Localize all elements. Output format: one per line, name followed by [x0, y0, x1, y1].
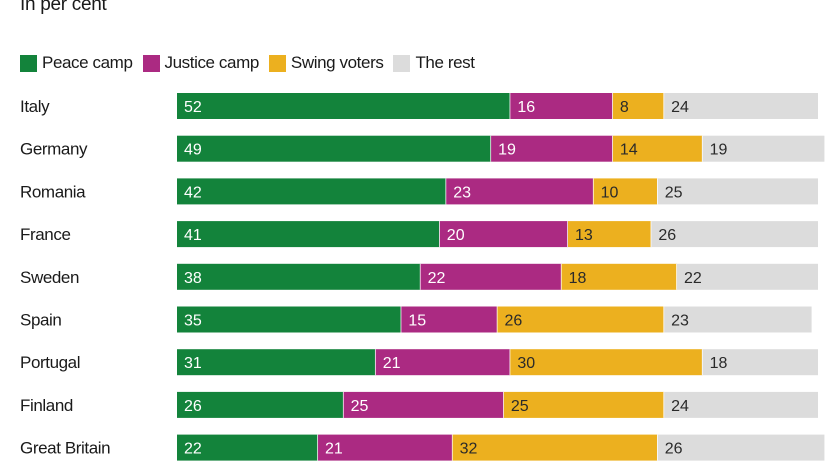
bar-segment-great-britain-swing-voters	[452, 434, 658, 461]
data-label-sweden-peace-camp: 38	[184, 270, 202, 287]
category-label-sweden: Sweden	[20, 268, 79, 287]
data-label-spain-peace-camp: 35	[184, 313, 202, 330]
chart-subtitle: In per cent	[20, 0, 107, 15]
bar-segment-spain-the-rest	[664, 306, 812, 333]
legend: Peace camp Justice camp Swing voters The…	[20, 52, 485, 74]
bar-segment-france-justice-camp	[439, 221, 569, 248]
data-label-france-justice-camp: 20	[447, 227, 465, 244]
bar-segment-germany-peace-camp	[177, 135, 492, 162]
legend-item-peace-camp: Peace camp	[20, 53, 133, 73]
data-label-portugal-peace-camp: 31	[184, 355, 202, 372]
legend-label-the-rest: The rest	[415, 53, 475, 72]
legend-swatch-the-rest	[393, 54, 411, 72]
category-label-portugal: Portugal	[20, 353, 80, 372]
data-label-great-britain-justice-camp: 21	[325, 441, 343, 458]
category-label-great-britain: Great Britain	[20, 439, 110, 458]
data-label-germany-swing-voters: 14	[620, 142, 638, 159]
bar-segment-finland-swing-voters	[503, 391, 665, 418]
bar-segment-finland-peace-camp	[177, 391, 344, 418]
bar-segment-portugal-swing-voters	[510, 349, 703, 376]
legend-item-the-rest: The rest	[393, 53, 475, 73]
bar-segment-finland-justice-camp	[343, 391, 504, 418]
category-label-spain: Spain	[20, 311, 61, 330]
legend-item-swing-voters: Swing voters	[268, 53, 384, 73]
legend-label-swing-voters: Swing voters	[290, 53, 384, 72]
bar-segment-great-britain-justice-camp	[318, 434, 453, 461]
legend-swatch-justice-camp	[142, 54, 160, 72]
bar-segment-sweden-the-rest	[676, 263, 818, 290]
data-label-spain-the-rest: 23	[671, 313, 689, 330]
data-label-italy-peace-camp: 52	[184, 99, 202, 116]
data-label-great-britain-swing-voters: 32	[460, 441, 478, 458]
data-label-germany-justice-camp: 19	[498, 142, 516, 159]
bar-segment-sweden-swing-voters	[561, 263, 677, 290]
bar-segment-germany-the-rest	[702, 135, 825, 162]
data-label-sweden-swing-voters: 18	[569, 270, 587, 287]
data-label-finland-swing-voters: 25	[511, 398, 529, 415]
data-label-italy-justice-camp: 16	[517, 99, 535, 116]
bar-segment-germany-justice-camp	[491, 135, 613, 162]
category-label-germany: Germany	[20, 140, 88, 159]
data-label-sweden-the-rest: 22	[684, 270, 702, 287]
data-label-portugal-swing-voters: 30	[517, 355, 535, 372]
bar-segment-italy-justice-camp	[510, 93, 613, 119]
data-label-france-peace-camp: 41	[184, 227, 202, 244]
data-label-sweden-justice-camp: 22	[428, 270, 446, 287]
bar-segment-sweden-peace-camp	[177, 263, 421, 290]
data-label-finland-the-rest: 24	[671, 398, 689, 415]
data-label-great-britain-the-rest: 26	[665, 441, 683, 458]
data-label-spain-justice-camp: 15	[408, 313, 426, 330]
data-label-romania-swing-voters: 10	[601, 184, 619, 201]
bar-segment-italy-swing-voters	[612, 93, 665, 119]
bar-segment-italy-peace-camp	[177, 93, 511, 119]
bar-segment-finland-the-rest	[664, 391, 818, 418]
bar-segment-great-britain-peace-camp	[177, 434, 319, 461]
data-label-finland-justice-camp: 25	[351, 398, 369, 415]
bar-segment-portugal-peace-camp	[177, 349, 376, 376]
legend-label-justice-camp: Justice camp	[164, 53, 260, 72]
category-label-romania: Romania	[20, 182, 86, 201]
data-label-finland-peace-camp: 26	[184, 398, 202, 415]
category-label-finland: Finland	[20, 396, 73, 415]
bar-segment-great-britain-the-rest	[657, 434, 825, 461]
data-label-portugal-justice-camp: 21	[383, 355, 401, 372]
data-label-france-swing-voters: 13	[575, 227, 593, 244]
bar-segment-france-the-rest	[651, 221, 818, 248]
data-label-portugal-the-rest: 18	[710, 355, 728, 372]
category-label-france: France	[20, 225, 71, 244]
bar-segment-romania-the-rest	[657, 178, 818, 205]
data-label-france-the-rest: 26	[658, 227, 676, 244]
bar-segment-romania-justice-camp	[446, 178, 594, 205]
bar-segment-italy-the-rest	[664, 93, 818, 119]
bar-segment-portugal-the-rest	[702, 349, 818, 376]
data-label-germany-peace-camp: 49	[184, 142, 202, 159]
legend-swatch-swing-voters	[268, 54, 286, 72]
bar-segment-france-swing-voters	[568, 221, 652, 248]
data-label-spain-swing-voters: 26	[505, 313, 523, 330]
bar-segment-spain-swing-voters	[497, 306, 665, 333]
data-label-romania-justice-camp: 23	[453, 184, 471, 201]
data-label-germany-the-rest: 19	[710, 142, 728, 159]
bar-segment-france-peace-camp	[177, 221, 440, 248]
bar-segment-romania-peace-camp	[177, 178, 447, 205]
data-label-romania-the-rest: 25	[665, 184, 683, 201]
bar-segment-sweden-justice-camp	[420, 263, 562, 290]
data-label-great-britain-peace-camp: 22	[184, 441, 202, 458]
legend-label-peace-camp: Peace camp	[42, 53, 133, 72]
bar-segment-germany-swing-voters	[612, 135, 703, 162]
bar-segment-spain-peace-camp	[177, 306, 402, 333]
bar-segment-romania-swing-voters	[593, 178, 658, 205]
data-label-italy-the-rest: 24	[671, 99, 689, 116]
data-label-romania-peace-camp: 42	[184, 184, 202, 201]
legend-swatch-peace-camp	[20, 54, 37, 72]
data-label-italy-swing-voters: 8	[620, 99, 629, 116]
legend-item-justice-camp: Justice camp	[142, 53, 260, 73]
bar-segment-spain-justice-camp	[401, 306, 498, 333]
bar-segment-portugal-justice-camp	[375, 349, 511, 376]
category-label-italy: Italy	[20, 97, 50, 116]
